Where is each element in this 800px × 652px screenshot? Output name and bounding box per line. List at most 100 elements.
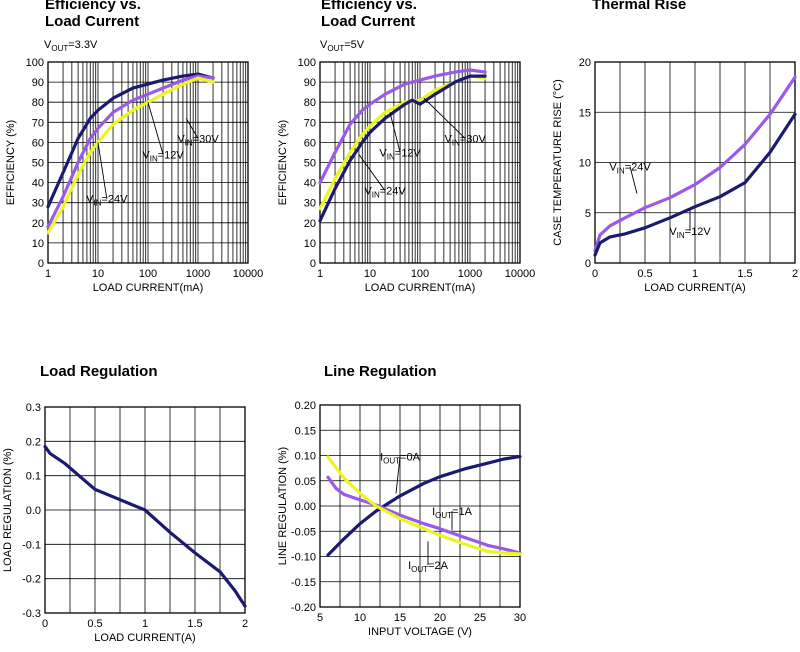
x-axis-label: LOAD CURRENT(A) xyxy=(644,282,745,294)
y-tick-label: 20 xyxy=(304,218,316,230)
y-tick-label: 15 xyxy=(579,107,591,119)
y-tick-label: 90 xyxy=(304,77,316,89)
y-tick-label: 10 xyxy=(304,238,316,250)
y-tick-label: 10 xyxy=(32,238,44,250)
y-tick-label: 0 xyxy=(585,258,591,270)
series-line-1 xyxy=(43,444,247,608)
y-tick-label: 30 xyxy=(304,198,316,210)
x-tick-label: 10000 xyxy=(233,268,264,280)
x-tick-label: 1000 xyxy=(458,268,482,280)
annotation-leader xyxy=(629,166,638,194)
y-tick-label: 40 xyxy=(304,178,316,190)
y-tick-label: 70 xyxy=(32,117,44,129)
y-tick-label: 5 xyxy=(585,208,591,220)
series-line-3 xyxy=(326,455,522,556)
series-line-3 xyxy=(318,74,487,223)
chart1-subtitle: VOUT=3.3V xyxy=(44,39,98,54)
x-tick-label: 5 xyxy=(317,612,323,624)
x-tick-label: 0.5 xyxy=(637,268,652,280)
y-tick-label: 50 xyxy=(304,158,316,170)
chart-3: 0 5 10 15 20 0 0.5 1 1.5 2 LOAD CURRENT(A) CASE TEM… xyxy=(552,57,798,294)
y-tick-label: 0.05 xyxy=(295,476,316,488)
y-axis-label: LINE REGULATION (%) xyxy=(277,447,289,565)
x-tick-label: 10 xyxy=(92,268,104,280)
y-tick-label: 10 xyxy=(579,158,591,170)
y-axis-label: EFFICIENCY (%) xyxy=(277,120,289,205)
annotation-label: VIN=30V xyxy=(177,133,219,147)
plot-frame xyxy=(319,404,521,608)
y-tick-label: -0.15 xyxy=(291,577,316,589)
y-tick-label: 100 xyxy=(298,57,316,69)
x-tick-label: 1 xyxy=(142,618,148,630)
x-tick-label: 10000 xyxy=(505,268,536,280)
x-tick-label: 0 xyxy=(592,268,598,280)
x-axis-label: INPUT VOLTAGE (V) xyxy=(368,626,472,638)
annotation-leader xyxy=(395,456,401,494)
y-tick-label: 30 xyxy=(32,198,44,210)
y-tick-label: 40 xyxy=(32,178,44,190)
series-line-3 xyxy=(46,76,215,235)
y-tick-label: 60 xyxy=(32,137,44,149)
annotation-label: VIN=24V xyxy=(86,194,128,208)
annotation-label: IOUT=1A xyxy=(432,506,472,520)
annotation-leader xyxy=(185,118,199,139)
x-tick-label: 10 xyxy=(364,268,376,280)
y-tick-label: 0.20 xyxy=(295,400,316,412)
y-axis-label: EFFICIENCY (%) xyxy=(5,120,17,205)
series-line-1 xyxy=(46,72,215,209)
x-tick-label: 1 xyxy=(45,268,51,280)
y-tick-label: 0.3 xyxy=(26,402,41,414)
y-tick-label: 0 xyxy=(38,258,44,270)
y-tick-label: -0.3 xyxy=(22,608,41,620)
annotation-label: IOUT=0A xyxy=(380,452,420,466)
x-tick-label: 20 xyxy=(434,612,446,624)
y-tick-label: -0.2 xyxy=(22,574,41,586)
y-tick-label: 0.00 xyxy=(295,501,316,513)
y-tick-label: 20 xyxy=(579,57,591,69)
y-tick-label: -0.10 xyxy=(291,552,316,564)
y-axis-label: CASE TEMPERATURE RISE (°C) xyxy=(552,79,564,246)
y-tick-label: 80 xyxy=(32,97,44,109)
x-tick-label: 100 xyxy=(411,268,429,280)
x-tick-label: 100 xyxy=(139,268,157,280)
x-tick-label: 2 xyxy=(242,618,248,630)
y-tick-label: -0.20 xyxy=(291,602,316,614)
y-tick-label: 0.2 xyxy=(26,436,41,448)
chart3-title: Thermal Rise xyxy=(592,0,687,13)
x-tick-label: 1 xyxy=(692,268,698,280)
y-tick-label: 50 xyxy=(32,158,44,170)
annotation-leader xyxy=(423,97,466,139)
y-tick-label: 0.10 xyxy=(295,451,316,463)
chart2-title: Efficiency vs. Load Current xyxy=(321,0,417,30)
series-line-1 xyxy=(318,68,487,185)
y-tick-label: 70 xyxy=(304,117,316,129)
y-tick-label: 80 xyxy=(304,97,316,109)
x-tick-label: 2 xyxy=(792,268,798,280)
plot-frame xyxy=(44,406,246,614)
plot-frame xyxy=(319,61,521,264)
chart2-subtitle: VOUT=5V xyxy=(320,39,365,54)
x-tick-label: 10 xyxy=(354,612,366,624)
series-line-2 xyxy=(46,74,215,229)
x-tick-label: 0 xyxy=(42,618,48,630)
x-tick-label: 0.5 xyxy=(87,618,102,630)
annotation-leader xyxy=(389,112,401,153)
x-tick-label: 1.5 xyxy=(187,618,202,630)
series-line-1 xyxy=(326,454,522,557)
x-tick-label: 25 xyxy=(474,612,486,624)
y-tick-label: 100 xyxy=(26,57,44,69)
annotation-label: VIN=12V xyxy=(669,226,711,240)
series-line-2 xyxy=(326,475,522,555)
annotation-leader xyxy=(358,154,386,191)
x-tick-label: 15 xyxy=(394,612,406,624)
annotation-label: VIN=12V xyxy=(142,149,184,163)
annotation-label: IOUT=2A xyxy=(408,560,448,574)
y-tick-label: 60 xyxy=(304,137,316,149)
y-tick-label: 0.15 xyxy=(295,425,316,437)
x-axis-label: LOAD CURRENT(mA) xyxy=(93,282,204,294)
y-tick-label: 0.0 xyxy=(26,505,41,517)
y-tick-label: -0.05 xyxy=(291,526,316,538)
